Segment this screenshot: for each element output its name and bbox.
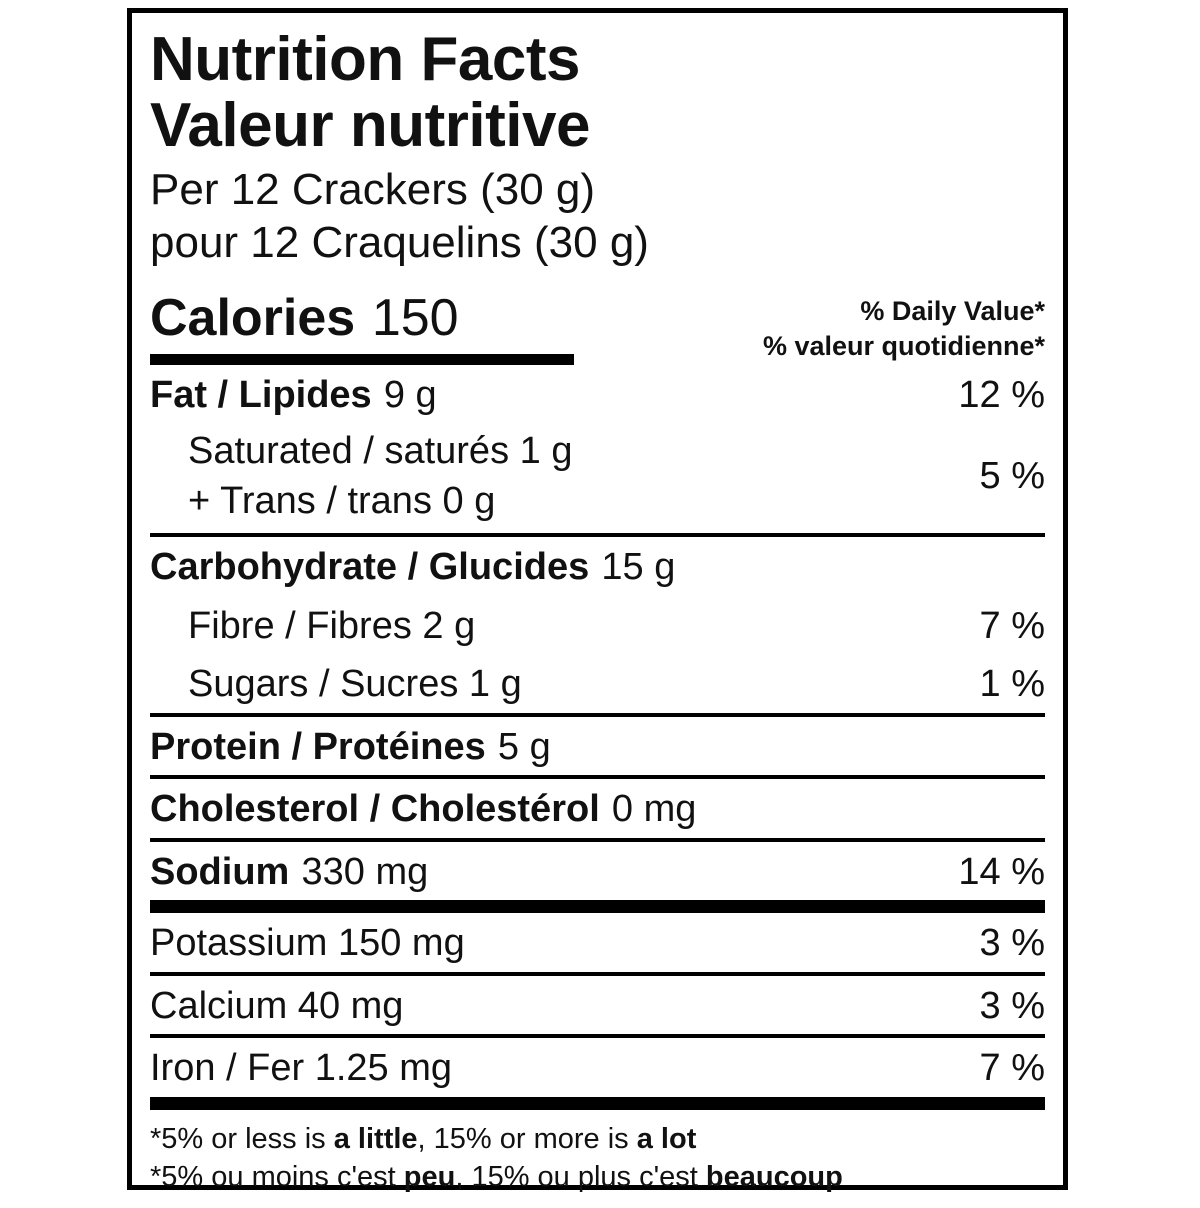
cholesterol-amount: 0 mg [611, 788, 697, 831]
footnote-english: *5% or less is a little, 15% or more is … [150, 1120, 1045, 1158]
potassium-label: Potassium 150 mg [150, 922, 465, 965]
footnote-en-pre: *5% or less is [150, 1122, 334, 1155]
trans-fat-line: + Trans / trans 0 g [188, 479, 496, 522]
calories-word: Calories [150, 289, 356, 348]
protein-amount: 5 g [497, 725, 551, 768]
calories-left: Calories 150 [150, 290, 574, 366]
footnote-fr-beaucoup: beaucoup [705, 1161, 843, 1194]
footnote-en-a-little: a little [333, 1122, 418, 1155]
iron-daily-value: 7 % [979, 1047, 1045, 1090]
sodium-label: Sodium 330 mg [150, 851, 428, 894]
sugars-daily-value: 1 % [979, 663, 1045, 706]
title-french: Valeur nutritive [150, 90, 590, 160]
calories-text: Calories 150 [150, 290, 574, 354]
nutrition-facts-label: Nutrition Facts Valeur nutritive Per 12 … [127, 8, 1068, 1193]
divider [150, 837, 1045, 842]
nutrient-row-fibre: Fibre / Fibres 2 g 7 % [150, 596, 1045, 655]
protein-name: Protein / Protéines [150, 725, 486, 768]
calories-section: Calories 150 % Daily Value* % valeur quot… [150, 290, 1045, 366]
sodium-daily-value: 14 % [958, 850, 1045, 893]
footnote-en-a-lot: a lot [636, 1122, 697, 1155]
footnote-en-mid: , 15% or more is [417, 1122, 637, 1155]
cholesterol-label: Cholesterol / Cholestérol 0 mg [150, 788, 696, 831]
serving-size-block: Per 12 Crackers (30 g) pour 12 Craquelin… [150, 164, 1045, 270]
nutrient-row-cholesterol: Cholesterol / Cholestérol 0 mg [150, 779, 1045, 838]
fibre-label: Fibre / Fibres 2 g [188, 604, 476, 647]
sugars-label: Sugars / Sucres 1 g [188, 663, 522, 706]
nutrient-row-saturated-trans: Saturated / saturés 1 g + Trans / trans … [150, 424, 1045, 533]
carbohydrate-label: Carbohydrate / Glucides 15 g [150, 546, 675, 589]
sodium-name: Sodium [150, 850, 290, 893]
footnote-french: *5% ou moins c'est peu, 15% ou plus c'es… [150, 1158, 1045, 1196]
carbohydrate-name: Carbohydrate / Glucides [150, 546, 590, 589]
nutrient-row-sugars: Sugars / Sucres 1 g 1 % [150, 654, 1045, 713]
serving-size-french: pour 12 Craquelins (30 g) [150, 218, 649, 268]
nutrient-row-sodium: Sodium 330 mg 14 % [150, 842, 1045, 901]
footnote-block: *5% or less is a little, 15% or more is … [150, 1110, 1045, 1197]
nutrient-rows: Fat / Lipides 9 g 12 % Saturated / saturé… [150, 365, 1045, 1196]
nutrient-row-iron: Iron / Fer 1.25 mg 7 % [150, 1038, 1045, 1097]
saturated-fat-line: Saturated / saturés 1 g [188, 429, 573, 472]
divider [150, 533, 1045, 538]
carbohydrate-amount: 15 g [601, 546, 676, 589]
divider-thick-bottom [150, 1096, 1045, 1110]
fat-label: Fat / Lipides 9 g [150, 374, 437, 417]
nutrient-row-fat: Fat / Lipides 9 g 12 % [150, 365, 1045, 424]
sodium-amount: 330 mg [301, 850, 429, 893]
serving-size-english: Per 12 Crackers (30 g) [150, 165, 596, 215]
divider [150, 1034, 1045, 1039]
calories-underline [150, 354, 574, 366]
daily-value-header-english: % Daily Value* [860, 296, 1045, 327]
fat-name: Fat / Lipides [150, 374, 372, 417]
divider [150, 971, 1045, 976]
nutrient-row-potassium: Potassium 150 mg 3 % [150, 913, 1045, 972]
calcium-label: Calcium 40 mg [150, 984, 404, 1027]
fat-amount: 9 g [383, 374, 437, 417]
protein-label: Protein / Protéines 5 g [150, 726, 551, 769]
nutrient-row-carbohydrate: Carbohydrate / Glucides 15 g [150, 537, 1045, 596]
footnote-fr-pre: *5% ou moins c'est [150, 1161, 404, 1194]
divider-thick [150, 900, 1045, 914]
fibre-daily-value: 7 % [979, 604, 1045, 647]
potassium-daily-value: 3 % [979, 922, 1045, 965]
iron-label: Iron / Fer 1.25 mg [150, 1047, 453, 1090]
saturated-trans-daily-value: 5 % [979, 454, 1045, 497]
calories-value: 150 [371, 289, 459, 348]
title-english: Nutrition Facts [150, 25, 580, 94]
calcium-daily-value: 3 % [979, 984, 1045, 1027]
divider [150, 712, 1045, 717]
nutrient-row-calcium: Calcium 40 mg 3 % [150, 976, 1045, 1035]
footnote-fr-mid: , 15% ou plus c'est [455, 1161, 706, 1194]
saturated-trans-label: Saturated / saturés 1 g + Trans / trans … [150, 426, 572, 526]
fat-daily-value: 12 % [958, 374, 1045, 417]
daily-value-header-french: % valeur quotidienne* [762, 331, 1045, 362]
daily-value-header: % Daily Value* % valeur quotidienne* [763, 290, 1045, 364]
cholesterol-name: Cholesterol / Cholestérol [150, 788, 600, 831]
nutrient-row-protein: Protein / Protéines 5 g [150, 717, 1045, 776]
footnote-fr-peu: peu [403, 1161, 456, 1194]
divider [150, 775, 1045, 780]
